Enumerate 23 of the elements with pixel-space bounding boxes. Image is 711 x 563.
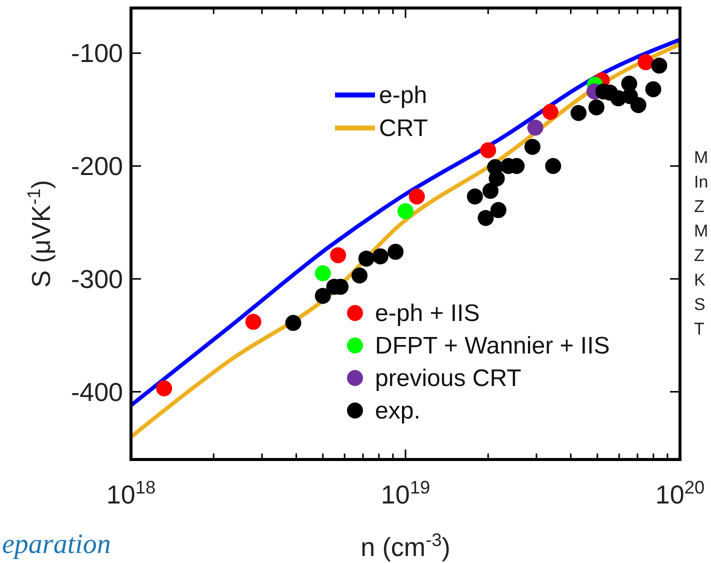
x-axis-title: n (cm$^{-3}$) [360, 530, 450, 562]
legend-label: CRT [379, 115, 428, 142]
text: S [694, 295, 706, 314]
y-tick-label: -100 [70, 38, 123, 68]
text: M [694, 148, 708, 167]
y-tick-label: -300 [70, 264, 123, 294]
text: M [694, 222, 708, 240]
text: Z [694, 197, 704, 216]
legend-label: DFPT + Wannier + IIS [375, 332, 610, 360]
text: K [694, 270, 706, 290]
x-tick-label: 10$^{18}$ [106, 478, 156, 510]
x-tick-label: 10$^{20}$ [655, 478, 705, 510]
y-tick-label: -400 [70, 376, 123, 407]
text: eparation [2, 529, 111, 560]
text: In [694, 172, 708, 192]
x-tick-label: 10$^{19}$ [380, 478, 430, 510]
legend-label: previous CRT [375, 365, 522, 392]
y-tick-label: -200 [70, 151, 123, 182]
text: Z [694, 246, 704, 265]
text: T [694, 320, 704, 338]
legend-label: exp. [375, 398, 420, 424]
legend-label: e-ph + IIS [375, 300, 480, 327]
legend-label: e-ph [379, 82, 428, 109]
